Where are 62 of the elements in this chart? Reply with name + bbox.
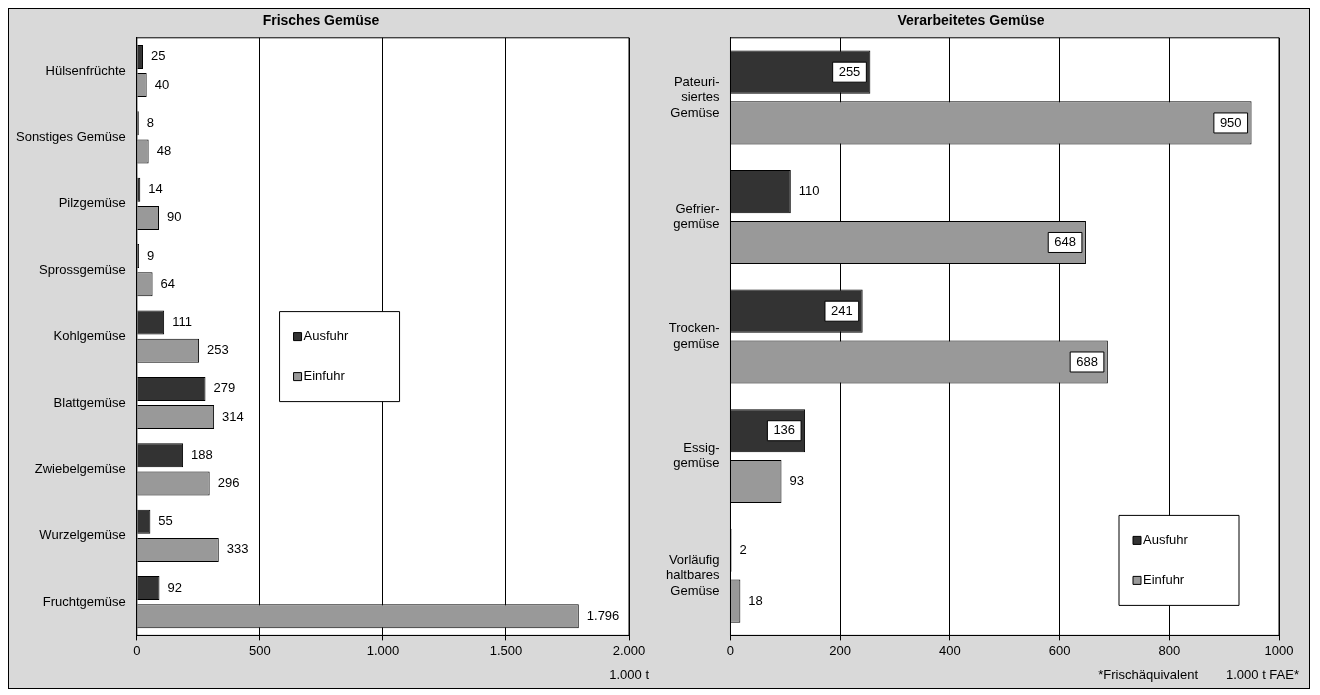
x-axis-title: 1.000 t FAE* <box>1226 666 1299 682</box>
data-label: 950 <box>1219 114 1242 130</box>
text: *Frischäquivalent <box>1098 666 1199 682</box>
y-tick-label: Kohlgemüse <box>53 328 126 344</box>
y-tick-label: Vorläufig haltbares Gemüse <box>665 551 720 598</box>
legend-label: Einfuhr <box>303 368 346 384</box>
x-tick-label: 0 <box>726 642 735 658</box>
y-tick-label: Wurzelgemüse <box>39 527 126 543</box>
y-tick-label: Gefrier- gemüse <box>673 200 720 232</box>
data-label: 48 <box>156 143 172 159</box>
data-label: 255 <box>838 63 861 79</box>
data-label: 55 <box>158 513 173 529</box>
x-axis-title: 1.000 t <box>609 666 650 682</box>
data-label: 25 <box>150 48 166 64</box>
legend-label: Einfuhr <box>1143 571 1185 587</box>
data-label: 9 <box>147 247 155 263</box>
x-tick-label: 600 <box>1048 642 1071 658</box>
data-label: 648 <box>1054 234 1076 250</box>
chart-title: Frisches Gemüse <box>262 12 380 29</box>
data-label: 8 <box>146 114 155 130</box>
y-tick-label: Sprossgemüse <box>39 261 126 277</box>
y-tick-label: Sonstiges Gemüse <box>15 128 126 144</box>
y-tick-label: Essig- gemüse <box>673 439 720 471</box>
x-tick-label: 2.000 <box>612 642 646 658</box>
data-label: 296 <box>217 475 240 491</box>
data-label: 241 <box>830 302 853 318</box>
data-label: 18 <box>748 592 763 608</box>
y-tick-label: Pilzgemüse <box>58 195 126 211</box>
data-label: 90 <box>166 209 182 225</box>
x-tick-label: 500 <box>249 642 271 658</box>
y-tick-label: Blattgemüse <box>53 394 126 410</box>
chart-title: Verarbeitetes Gemüse <box>897 12 1045 29</box>
data-label: 92 <box>167 579 182 595</box>
x-tick-label: 400 <box>939 642 961 658</box>
data-label: 688 <box>1076 353 1098 369</box>
data-label: 1.796 <box>586 607 620 623</box>
data-label: 188 <box>191 446 213 462</box>
legend-label: Ausfuhr <box>1143 531 1189 547</box>
data-label: 333 <box>226 541 249 557</box>
data-label: 279 <box>213 380 236 396</box>
x-tick-label: 1.000 <box>366 642 400 658</box>
data-label: 111 <box>172 314 192 330</box>
x-tick-label: 200 <box>829 642 852 658</box>
data-label: 93 <box>789 473 804 489</box>
x-tick-label: 1.500 <box>489 642 523 658</box>
y-tick-label: Hülsenfrüchte <box>45 62 126 78</box>
data-label: 64 <box>160 275 176 291</box>
data-label: 314 <box>222 408 244 424</box>
y-tick-label: Pateuri- siertes Gemüse <box>670 73 720 120</box>
data-label: 110 <box>798 183 820 199</box>
legend-label: Ausfuhr <box>303 328 350 344</box>
x-tick-label: 800 <box>1158 642 1181 658</box>
data-label: 2 <box>739 541 747 557</box>
data-label: 253 <box>207 342 229 358</box>
y-tick-label: Trocken- gemüse <box>668 320 720 351</box>
x-tick-label: 0 <box>133 642 141 658</box>
data-label: 136 <box>773 422 796 438</box>
data-label: 14 <box>148 181 163 197</box>
data-label: 40 <box>154 76 170 92</box>
x-tick-label: 1000 <box>1264 642 1294 658</box>
y-tick-label: Fruchtgemüse <box>42 593 126 609</box>
y-tick-label: Zwiebelgemüse <box>34 460 126 476</box>
